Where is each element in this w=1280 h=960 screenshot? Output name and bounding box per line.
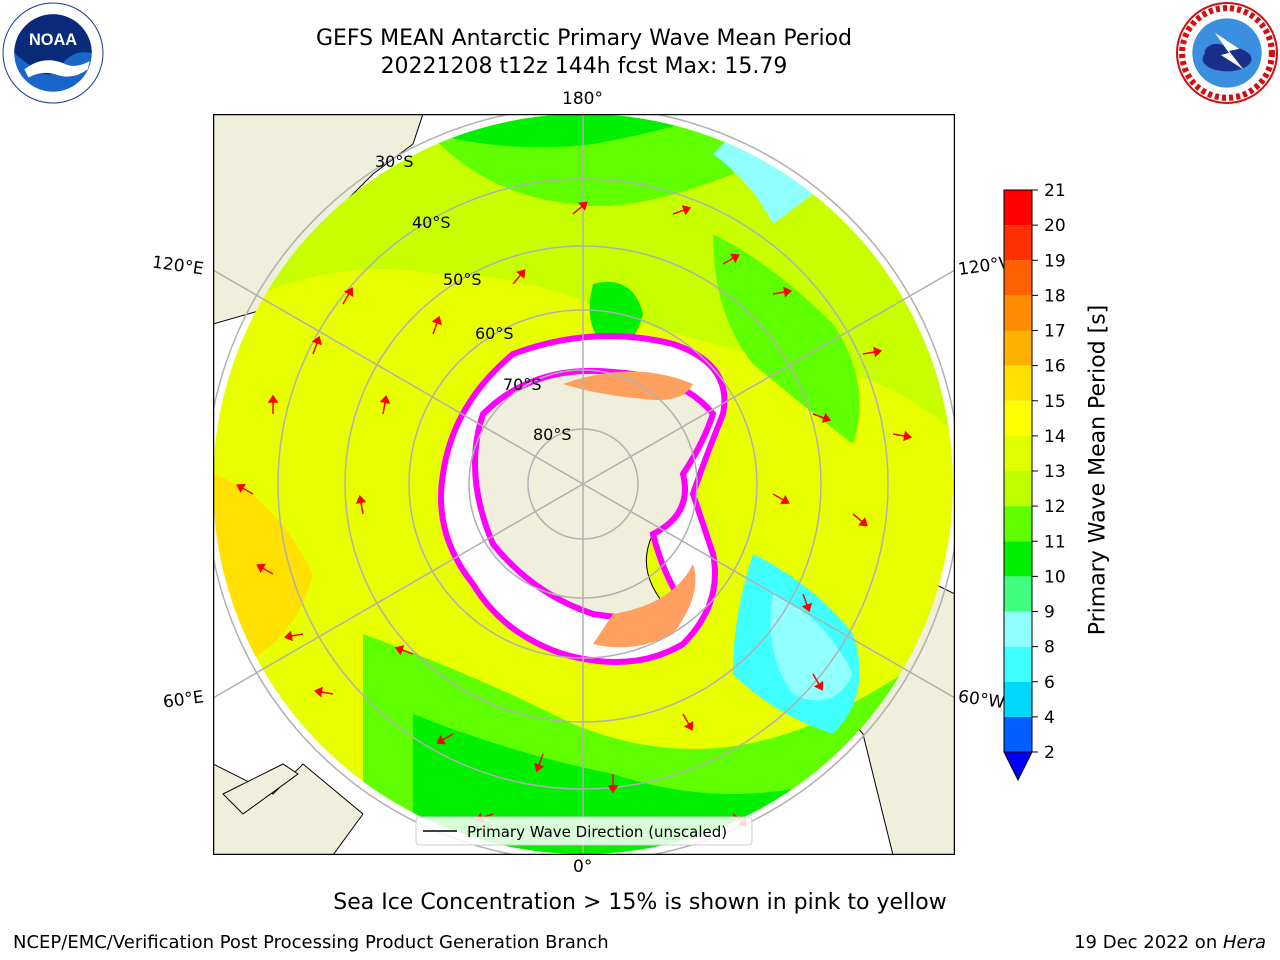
lat-label-40s: 40°S [412, 213, 451, 232]
noaa-logo-text: NOAA [29, 31, 77, 49]
colorbar-block [1004, 471, 1032, 507]
colorbar-block [1004, 541, 1032, 577]
colorbar-tick-label: 8 [1044, 638, 1055, 658]
footer-credit: NCEP/EMC/Verification Post Processing Pr… [13, 932, 609, 953]
colorbar-block [1004, 295, 1032, 331]
lat-label-30s: 30°S [375, 152, 414, 171]
colorbar-block [1004, 646, 1032, 682]
colorbar-block [1004, 365, 1032, 401]
colorbar-tick-label: 13 [1044, 462, 1066, 482]
map-legend: Primary Wave Direction (unscaled) [415, 816, 753, 846]
colorbar-block [1004, 225, 1032, 261]
colorbar-block [1004, 435, 1032, 471]
colorbar-block [1004, 506, 1032, 542]
map-frame [213, 114, 955, 855]
land-madagascar [222, 763, 299, 815]
lon-label-60e: 60°E [161, 687, 206, 713]
graticule [213, 114, 955, 855]
lat-label-50s: 50°S [443, 270, 482, 289]
noaa-logo-icon: NOAA [2, 2, 104, 104]
nws-logo-icon [1176, 2, 1278, 104]
wave-direction-arrows [236, 201, 913, 827]
colorbar-block [1004, 576, 1032, 612]
colorbar-tick-label: 14 [1044, 427, 1066, 447]
colorbar-block [1004, 716, 1032, 752]
colorbar-extend-min [1003, 751, 1033, 782]
footer-date-text: 19 Dec 2022 on [1074, 932, 1223, 953]
footer-host: Hera [1222, 932, 1266, 953]
colorbar-tick-label: 19 [1044, 251, 1066, 271]
colorbar-tick-label: 20 [1044, 216, 1066, 236]
colorbar-block [1004, 330, 1032, 366]
colorbar-tick-label: 2 [1044, 743, 1055, 763]
footer-date: 19 Dec 2022 on Hera [1074, 932, 1266, 953]
colorbar-tick-label: 12 [1044, 497, 1066, 517]
colorbar-block [1004, 611, 1032, 647]
colorbar-tick-label: 18 [1044, 286, 1066, 306]
colorbar-tick-label: 11 [1044, 532, 1066, 552]
colorbar-tick-label: 15 [1044, 392, 1066, 412]
lat-label-80s: 80°S [533, 425, 572, 444]
colorbar-label: Primary Wave Mean Period [s] [1085, 304, 1111, 636]
lon-label-0: 0° [573, 857, 593, 877]
colorbar-tick-label: 21 [1044, 181, 1066, 201]
colorbar-block [1004, 400, 1032, 436]
colorbar-tick-label: 4 [1044, 708, 1055, 728]
colorbar-tick-label: 9 [1044, 603, 1055, 623]
lon-label-120e: 120°E [150, 252, 205, 280]
lat-label-70s: 70°S [503, 375, 542, 394]
chart-title: GEFS MEAN Antarctic Primary Wave Mean Pe… [315, 26, 853, 51]
colorbar-tick-label: 6 [1044, 673, 1055, 693]
colorbar-tick-label: 10 [1044, 567, 1066, 587]
polar-map: 30°S 40°S 50°S 60°S 70°S 80°S Primary Wa… [213, 114, 955, 855]
legend-label: Primary Wave Direction (unscaled) [467, 823, 727, 841]
colorbar-tick-label: 16 [1044, 357, 1066, 377]
colorbar-block [1004, 260, 1032, 296]
colorbar-block [1004, 681, 1032, 717]
chart-subtitle: 20221208 t12z 144h fcst Max: 15.79 [380, 54, 788, 79]
colorbar: 2 4 6 8 9 10 11 12 13 14 15 16 17 18 19 20 21 [1003, 181, 1066, 782]
colorbar-block [1004, 190, 1032, 226]
sea-ice-caption: Sea Ice Concentration > 15% is shown in … [333, 890, 947, 915]
colorbar-tick-label: 17 [1044, 322, 1066, 342]
lat-label-60s: 60°S [475, 324, 514, 343]
lon-label-180: 180° [562, 89, 603, 109]
